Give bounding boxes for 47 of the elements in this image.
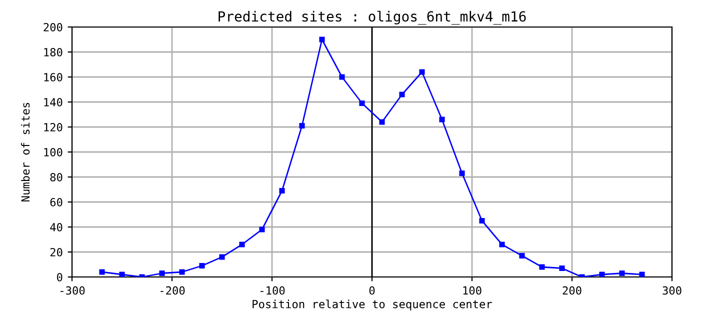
- point: [339, 74, 345, 80]
- x-tick-label: 0: [369, 286, 375, 295]
- point: [219, 254, 225, 260]
- point: [599, 272, 605, 277]
- point: [239, 242, 245, 248]
- point: [259, 226, 265, 232]
- point: [639, 272, 645, 277]
- point: [519, 252, 525, 259]
- y-tick-label: 20: [50, 248, 62, 256]
- y-tick-label: 120: [44, 123, 62, 132]
- x-axis-title: Position relative to sequence center: [252, 300, 492, 310]
- y-tick-label: 60: [50, 198, 62, 206]
- x-tick-label: 200: [562, 286, 582, 295]
- point: [539, 264, 545, 270]
- point: [359, 100, 365, 106]
- point: [159, 270, 165, 276]
- y-tick-label: 80: [50, 173, 62, 182]
- point: [99, 269, 105, 275]
- point: [619, 270, 625, 276]
- point: [439, 116, 445, 122]
- y-tick-label: 140: [44, 98, 62, 106]
- point: [379, 119, 385, 125]
- chart-title: Predicted sites : oligos_6nt_mkv4_m16: [218, 10, 526, 25]
- y-tick-label: 100: [44, 148, 62, 156]
- point: [179, 269, 185, 275]
- point: [299, 122, 305, 129]
- point: [479, 218, 485, 224]
- y-tick-label: 180: [44, 48, 62, 56]
- y-tick-label: 40: [50, 223, 62, 232]
- point: [319, 36, 325, 42]
- point: [279, 188, 285, 194]
- point: [199, 262, 205, 269]
- point: [119, 272, 125, 277]
- y-tick-label: 200: [44, 23, 62, 32]
- point: [399, 92, 405, 98]
- y-tick-label: 0: [57, 273, 62, 282]
- x-tick-label: 300: [662, 286, 682, 295]
- y-tick-label: 160: [44, 73, 62, 82]
- point: [459, 170, 465, 176]
- x-tick-label: -200: [160, 286, 185, 295]
- point: [499, 242, 505, 248]
- point: [419, 69, 425, 75]
- x-tick-label: -300: [60, 286, 85, 295]
- x-tick-label: -100: [260, 286, 285, 295]
- x-tick-label: 100: [463, 286, 482, 295]
- point: [559, 265, 565, 272]
- y-axis-title: Number of sites: [21, 102, 30, 202]
